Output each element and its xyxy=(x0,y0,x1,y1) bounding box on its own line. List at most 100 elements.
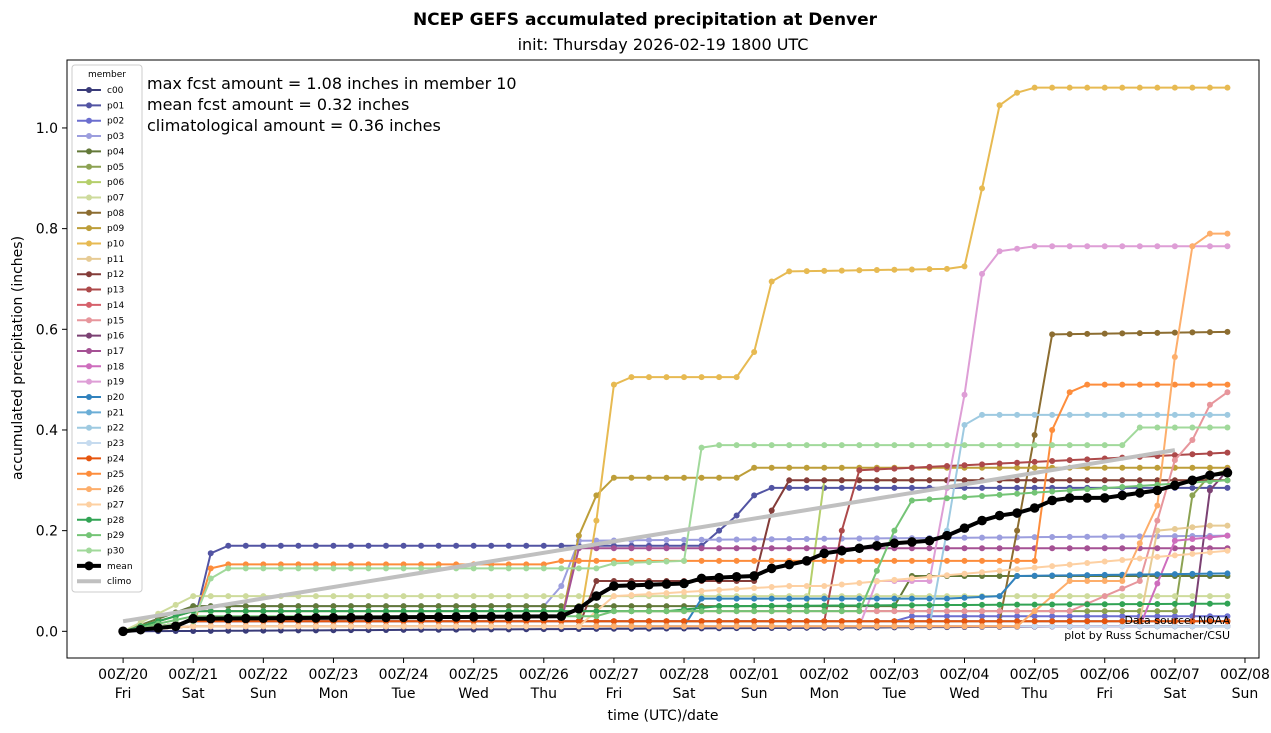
y-axis-label: accumulated precipitation (inches) xyxy=(10,236,26,480)
p27-point xyxy=(786,583,793,590)
p27-point xyxy=(1084,560,1091,567)
legend-label: p04 xyxy=(107,147,124,157)
p03-point xyxy=(751,536,758,543)
p29-point xyxy=(751,608,758,615)
p07-point xyxy=(1154,593,1161,600)
p04-point xyxy=(330,603,337,610)
mean-point xyxy=(1064,493,1075,503)
p28-point xyxy=(838,602,845,609)
p29-point xyxy=(575,613,582,620)
p29-point xyxy=(961,494,968,501)
p10-point xyxy=(803,268,810,275)
x-tick-label: 00Z/04 xyxy=(940,667,990,683)
p01-point xyxy=(1189,484,1196,491)
p13-point xyxy=(943,463,950,470)
p12-point xyxy=(821,477,828,484)
p22-point xyxy=(1014,411,1021,418)
p30-point xyxy=(1014,442,1021,449)
p28-point xyxy=(225,608,232,615)
p07-point xyxy=(1014,593,1021,600)
p19-point xyxy=(1136,243,1143,250)
p26-point xyxy=(628,623,635,630)
p27-line xyxy=(123,549,1228,633)
p24-point xyxy=(838,618,845,625)
mean-point xyxy=(276,613,286,623)
p30-point xyxy=(225,565,232,572)
p07-point xyxy=(347,593,354,600)
p24-point xyxy=(1066,618,1073,625)
p29-point xyxy=(1206,478,1213,485)
legend-label: climo xyxy=(107,577,132,587)
mean-point xyxy=(486,611,497,622)
p25-point xyxy=(908,557,915,564)
p29-point xyxy=(1084,486,1091,493)
p10-point xyxy=(628,374,635,381)
p27-point xyxy=(225,623,232,630)
legend-marker xyxy=(86,271,92,278)
p11-point xyxy=(1206,522,1213,529)
x-tick-label: 00Z/24 xyxy=(379,667,429,683)
legend-marker xyxy=(86,102,92,109)
p19-point xyxy=(1101,243,1108,250)
climo-line xyxy=(122,448,1176,624)
legend-label: p03 xyxy=(107,132,124,142)
p24-point xyxy=(575,618,582,625)
p03-point xyxy=(698,536,705,543)
p24-point xyxy=(1171,618,1178,625)
p23-point xyxy=(1101,623,1108,630)
p18-point xyxy=(1154,580,1161,587)
p30-point xyxy=(593,565,600,572)
p10-point xyxy=(856,267,863,274)
p27-point xyxy=(996,567,1003,574)
p30-point xyxy=(751,442,758,449)
mean-point xyxy=(801,556,812,566)
p27-point xyxy=(1154,553,1161,560)
p25-point xyxy=(1014,557,1021,564)
p24-point xyxy=(996,618,1003,625)
p27-point xyxy=(716,587,723,594)
p27-point xyxy=(961,570,968,577)
p28-point xyxy=(873,602,880,609)
p30-point xyxy=(488,565,495,572)
p13-point xyxy=(1206,450,1213,457)
legend-marker xyxy=(86,409,92,416)
legend-marker xyxy=(86,486,92,493)
p01-point xyxy=(540,542,547,549)
series-p16 xyxy=(120,467,1231,635)
p30-point xyxy=(505,565,512,572)
p01-point xyxy=(523,542,530,549)
mean-point xyxy=(311,613,321,623)
p24-point xyxy=(961,618,968,625)
p12-point xyxy=(786,477,793,484)
p01-point xyxy=(505,542,512,549)
p07-point xyxy=(488,593,495,600)
legend-marker xyxy=(86,240,92,247)
p01-point xyxy=(260,542,267,549)
p30-point xyxy=(803,442,810,449)
p17-point xyxy=(1119,545,1126,552)
p03-point xyxy=(1119,533,1126,540)
p04-point xyxy=(260,603,267,610)
legend-label: p11 xyxy=(107,255,124,265)
p27-point xyxy=(979,569,986,576)
legend-entry-p26: p26 xyxy=(77,485,124,495)
p27-point xyxy=(1119,556,1126,563)
p01-point xyxy=(979,484,986,491)
p30-point xyxy=(260,565,267,572)
p12-point xyxy=(1049,477,1056,484)
p15-point xyxy=(1119,585,1126,592)
legend-entry-p03: p03 xyxy=(77,132,124,142)
p11-point xyxy=(1189,524,1196,531)
p29-point xyxy=(891,527,898,534)
p04-point xyxy=(400,603,407,610)
p01-point xyxy=(383,542,390,549)
p29-point xyxy=(716,608,723,615)
p20-point xyxy=(1136,571,1143,578)
p15-point xyxy=(1101,593,1108,600)
p30-point xyxy=(330,565,337,572)
legend-marker xyxy=(86,179,92,186)
p15-point xyxy=(1136,577,1143,584)
p12-point xyxy=(1101,477,1108,484)
x-tick-label: 00Z/26 xyxy=(519,667,569,683)
p28-point xyxy=(786,602,793,609)
